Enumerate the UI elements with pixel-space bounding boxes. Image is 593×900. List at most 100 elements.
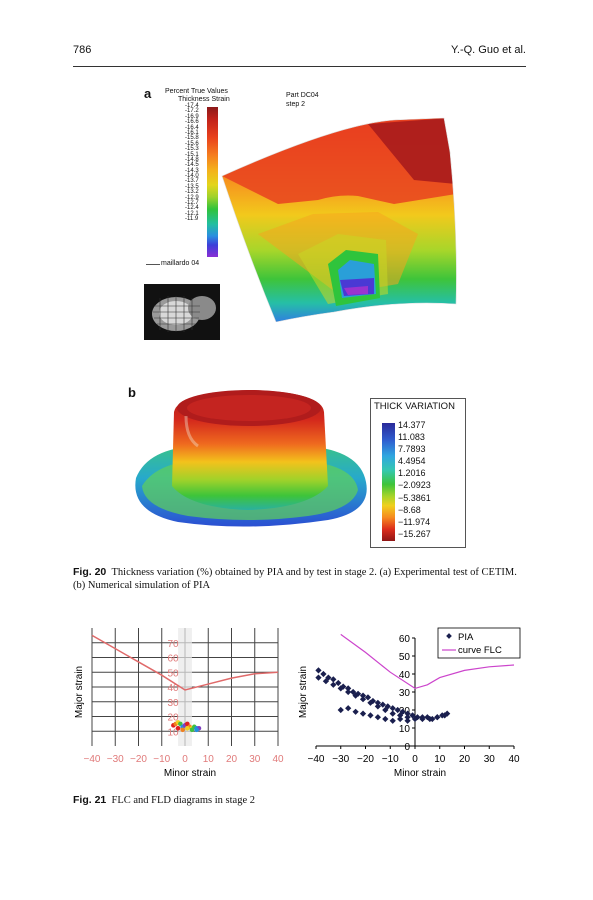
pia-point	[320, 670, 327, 678]
right-x-ticks: −40 −30 −20 −10 0 10 20 30 40	[308, 754, 520, 765]
thick-variation-title: THICK VARIATION	[374, 401, 455, 412]
left-x-tick-label: −30	[107, 754, 124, 765]
thick-variation-value: 4.4954	[398, 456, 426, 467]
header-rule	[73, 66, 526, 67]
pia-point	[330, 676, 337, 683]
strain-point	[194, 727, 199, 733]
strain-point	[185, 726, 190, 731]
pia-point	[389, 705, 396, 712]
pia-point	[315, 667, 322, 674]
legend-pia-marker	[446, 633, 452, 639]
pia-point	[359, 710, 367, 717]
right-y-ticks: 6050403020100	[399, 634, 411, 753]
panel-a-legend-value: -16.9	[185, 113, 199, 120]
right-y-tick-label: 60	[399, 634, 411, 645]
left-y-tick-label: 30	[167, 698, 179, 709]
simulated-hat-part	[135, 390, 367, 527]
panel-a-legend-value: -14.0	[185, 173, 199, 180]
right-y-tick-label: 10	[399, 724, 411, 735]
panel-a-legend-value: -15.6	[185, 140, 199, 147]
pia-point	[345, 705, 352, 712]
panel-a-legend-value: -16.4	[185, 124, 199, 131]
left-x-ticks: −40 −30 −20 −10 0 10 20 30 40	[84, 754, 284, 765]
experimental-part-photo	[144, 284, 220, 340]
panel-a-legend-value: -13.5	[185, 183, 199, 190]
panel-a-legend-value: -12.7	[185, 200, 199, 207]
left-x-tick-label: 30	[249, 754, 261, 765]
panel-a-legend-value: -16.6	[185, 119, 199, 126]
right-x-tick-label: −40	[308, 754, 325, 765]
thick-variation-legend	[370, 398, 466, 548]
panel-a-legend-value: -16.1	[185, 129, 199, 136]
pia-point	[367, 712, 374, 719]
left-grid	[91, 628, 279, 746]
right-axes	[315, 637, 515, 749]
running-head-authors: Y.-Q. Guo et al.	[450, 44, 526, 56]
panel-a-legend-title-2: Thickness Strain	[178, 96, 230, 103]
panel-a-legend-value: -14.3	[185, 167, 199, 174]
fig20-caption-text: Thickness variation (%) obtained by PIA …	[73, 567, 517, 591]
thick-variation-color-bar	[382, 423, 395, 541]
right-x-tick-label: −30	[332, 754, 349, 765]
pia-point	[359, 696, 367, 703]
panel-a-part: Part DC04	[286, 92, 319, 99]
right-x-tick-label: −20	[357, 754, 374, 765]
legend-pia-label: PIA	[458, 632, 474, 643]
thick-variation-value: 11.083	[398, 432, 425, 443]
panel-a-legend-value: -15.8	[185, 135, 199, 142]
panel-a-legend-title-1: Percent True Values	[165, 88, 228, 95]
panel-a-label: a	[144, 86, 152, 101]
center-band	[178, 628, 192, 746]
pia-point	[352, 708, 359, 715]
pia-point	[389, 710, 396, 717]
panel-a-step: step 2	[286, 101, 306, 108]
right-y-tick-label: 40	[399, 670, 411, 681]
right-x-axis-label: Minor strain	[394, 768, 446, 779]
fig20-caption: Fig. 20 Thickness variation (%) obtained…	[73, 566, 528, 592]
thick-variation-value: −11.974	[398, 516, 431, 527]
flc-line	[91, 634, 279, 691]
fig20-caption-label: Fig. 20	[73, 566, 107, 578]
panel-a-legend-value: -15.1	[185, 151, 199, 158]
pia-point	[335, 679, 342, 687]
left-x-tick-label: 20	[226, 754, 238, 765]
right-x-tick-label: 20	[459, 754, 471, 765]
panel-a-legend-value: -11.9	[185, 216, 199, 223]
left-x-tick-label: −20	[130, 754, 147, 765]
right-y-tick-label: 0	[404, 742, 410, 753]
flc-curve	[340, 633, 515, 690]
pia-point	[434, 714, 441, 721]
left-y-tick-label: 50	[167, 668, 179, 679]
pia-point	[337, 706, 344, 714]
strain-point	[175, 726, 181, 731]
right-x-tick-label: 30	[484, 754, 496, 765]
right-y-tick-label: 30	[399, 688, 411, 699]
left-y-tick-label: 40	[167, 683, 179, 694]
panel-a-legend-value: -14.5	[185, 162, 199, 169]
left-x-axis-label: Minor strain	[164, 768, 216, 779]
pia-point	[315, 674, 322, 681]
right-y-tick-label: 50	[399, 652, 411, 663]
panel-a-legend-value: -12.1	[185, 210, 199, 217]
panel-a-legend-value: -14.8	[185, 156, 199, 163]
strain-point	[180, 727, 185, 733]
left-y-tick-label: 20	[167, 713, 179, 724]
source-line	[146, 264, 160, 265]
thick-variation-value: 14.377	[398, 420, 426, 430]
thick-variation-value: −8.68	[398, 504, 421, 515]
panel-a-legend-value: -15.3	[185, 146, 199, 153]
left-x-tick-label: 10	[203, 754, 215, 765]
left-y-axis-label: Major strain	[74, 666, 85, 718]
left-y-tick-label: 70	[167, 639, 179, 650]
pia-point	[374, 714, 381, 721]
panel-a-legend-values: -17.4 -17.2 -16.9 -16.6 -16.4 -16.1 -15.8 -15.6…	[185, 103, 205, 223]
pia-point	[382, 715, 389, 723]
panel-a-legend-value: -13.7	[185, 178, 199, 185]
thick-variation-value: −2.0923	[398, 480, 431, 491]
left-x-tick-label: −40	[84, 754, 101, 765]
panel-a-legend-value: -13.2	[185, 189, 199, 196]
left-y-tick-label: 10	[167, 727, 179, 738]
pia-point	[374, 703, 381, 710]
right-legend: PIA curve FLC	[437, 627, 521, 659]
panel-a-color-bar	[207, 107, 218, 257]
